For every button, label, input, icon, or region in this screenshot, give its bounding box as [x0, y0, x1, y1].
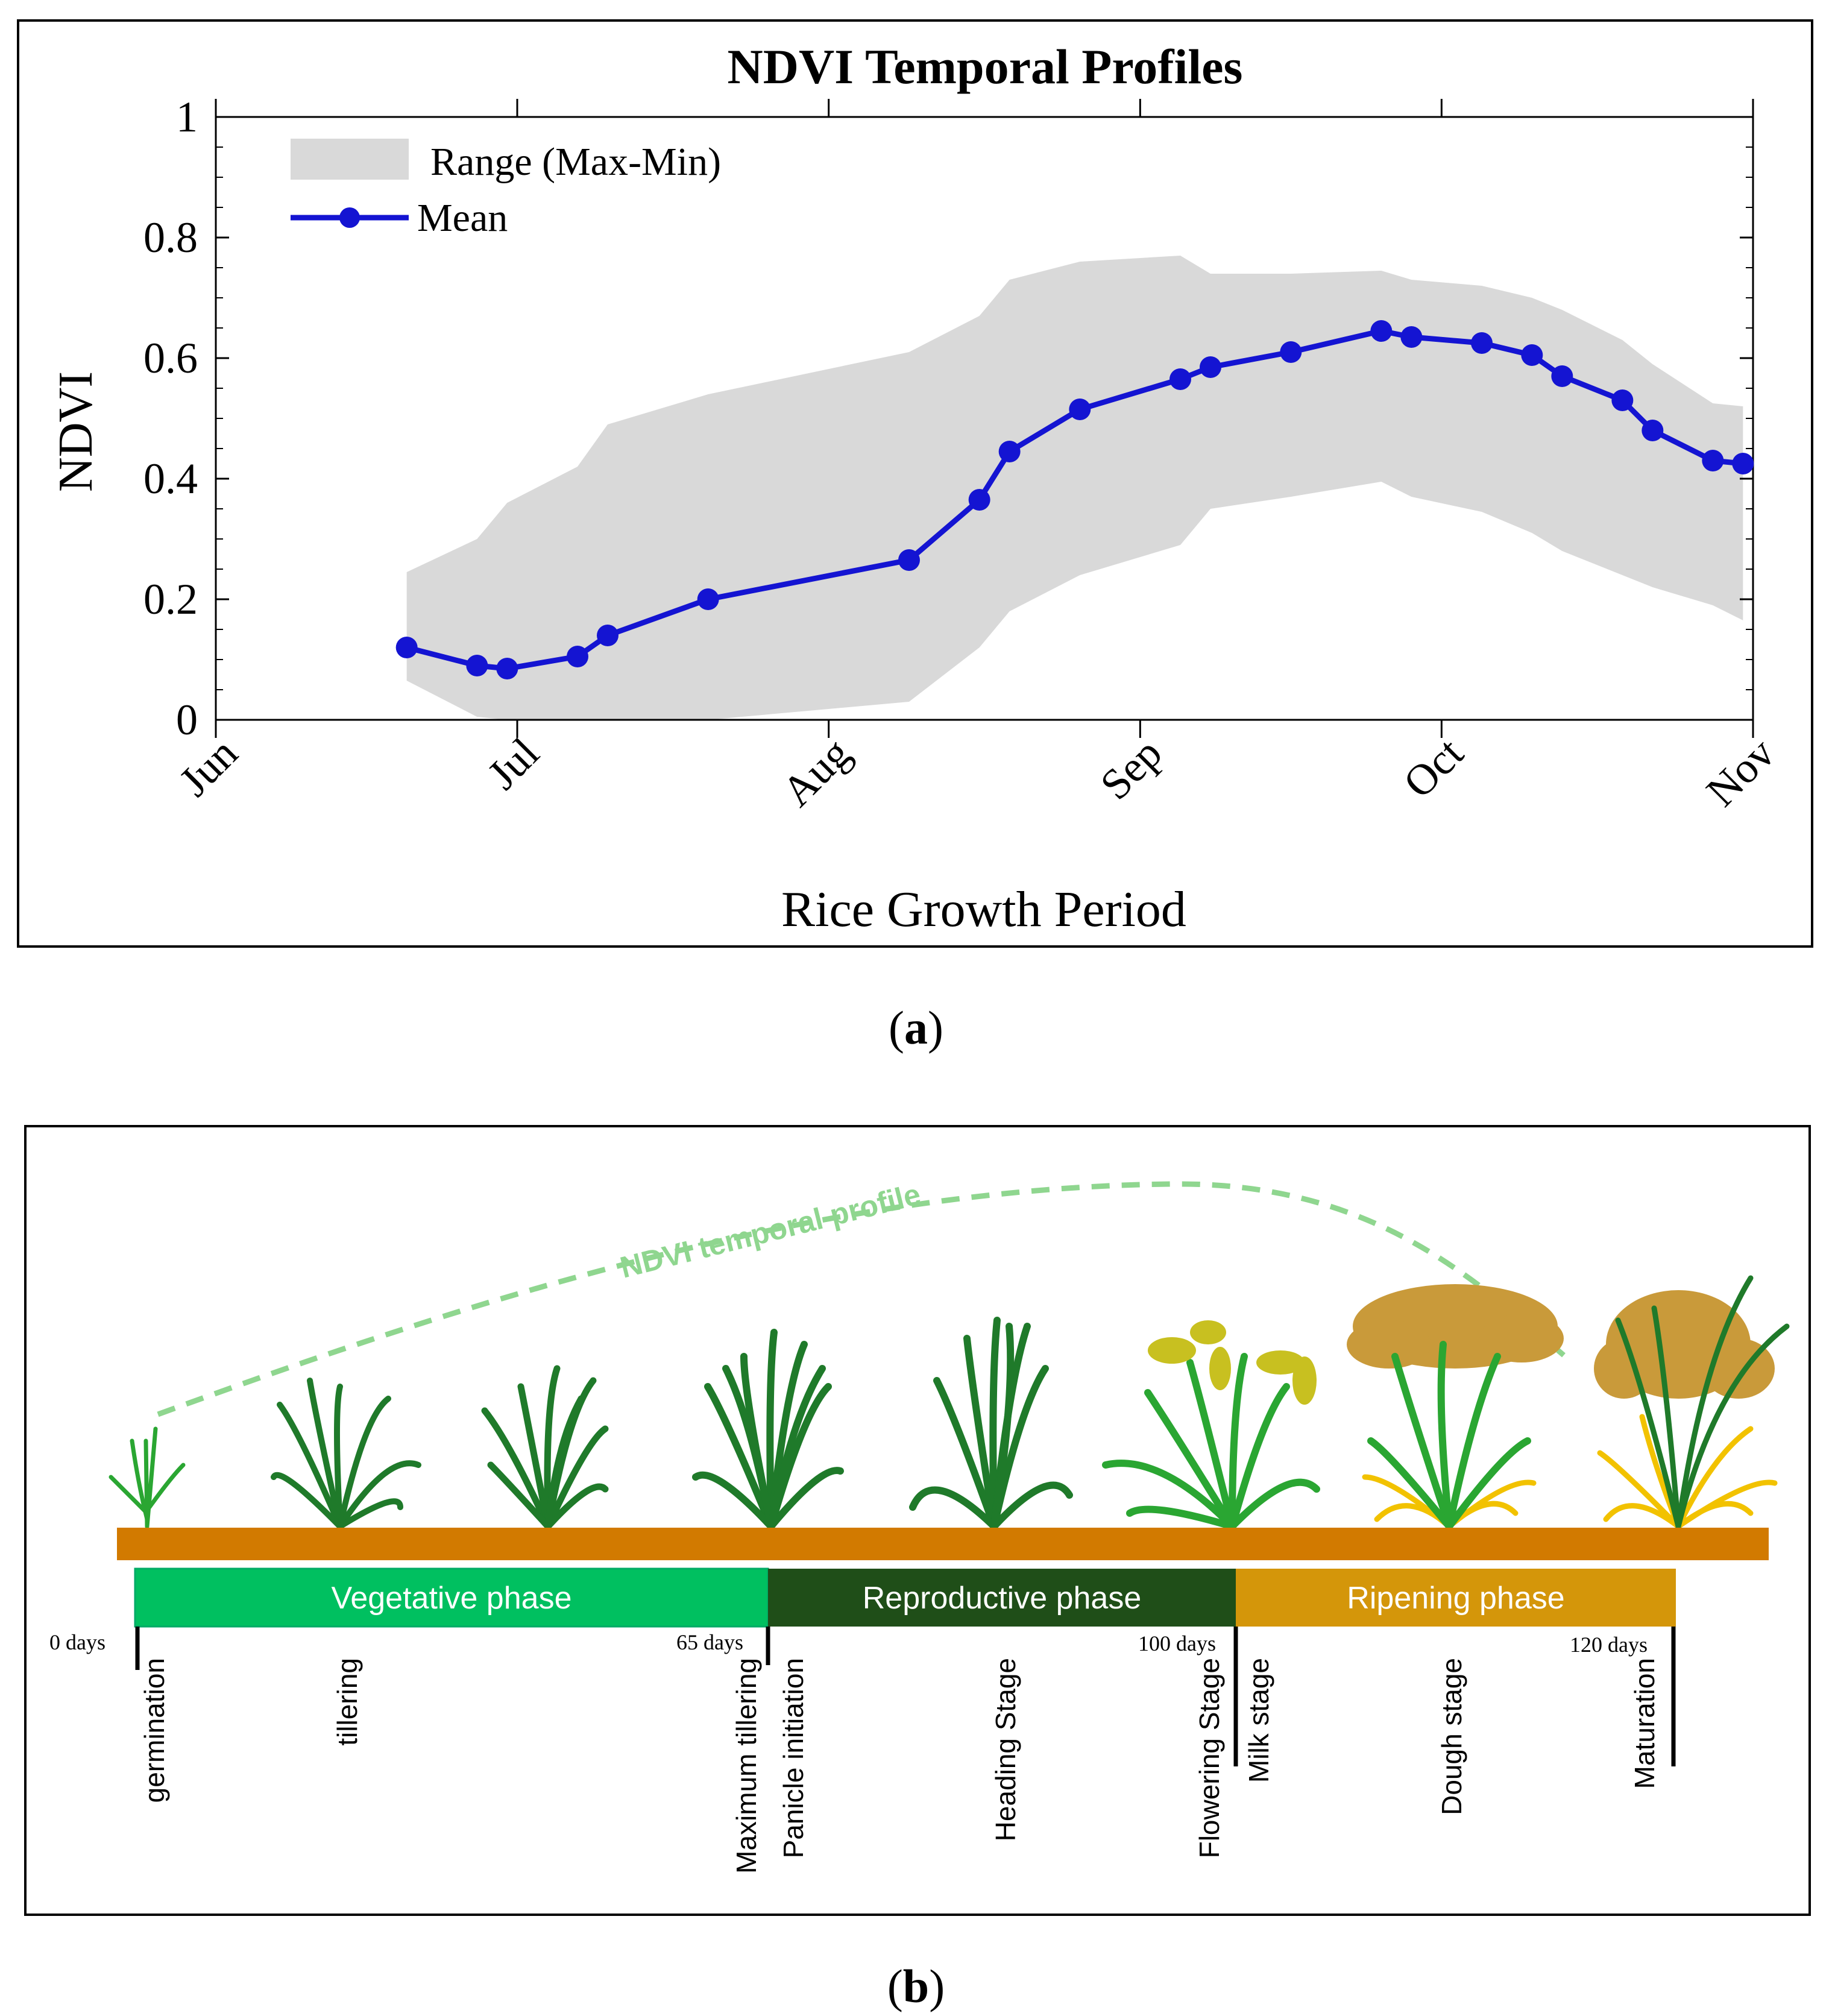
- legend-mean-marker: [339, 207, 360, 228]
- caption-a: (a): [889, 1001, 943, 1054]
- plant-germination: [109, 1426, 186, 1529]
- stage-maturation: Maturation: [1629, 1658, 1660, 1789]
- mean-point: [1069, 398, 1091, 420]
- mean-point: [567, 646, 588, 667]
- mean-point: [1200, 356, 1221, 378]
- plant-dough: [1347, 1284, 1564, 1530]
- ndvi-profile-curve: [157, 1181, 1566, 1417]
- ripening-phase-bar: [1236, 1569, 1676, 1627]
- caption-b-letter: b: [902, 1960, 930, 2012]
- day-mark-65: 65 days: [676, 1630, 743, 1654]
- plant-maturation: [1594, 1275, 1790, 1529]
- x-tick-label: Nov: [1697, 729, 1784, 816]
- chart-panel-a: NDVI Temporal Profiles 0 0.2 0.4 0.6 0.8 1 Ju…: [17, 19, 1813, 948]
- x-axis-label: Rice Growth Period: [781, 881, 1186, 937]
- ndvi-profile-label: NDVI temporal profile: [617, 1177, 924, 1285]
- y-tick-label: 0.2: [143, 575, 198, 623]
- stage-maximum-tillering: Maximum tillering: [731, 1658, 762, 1874]
- mean-point: [1471, 332, 1493, 354]
- mean-point: [998, 441, 1021, 462]
- growth-stages-panel: NDVI temporal profile: [24, 1125, 1811, 1916]
- stage-dough: Dough stage: [1436, 1658, 1467, 1815]
- y-tick-label: 0.8: [143, 213, 198, 262]
- y-tick-label: 0: [176, 696, 198, 744]
- legend-range-swatch: [291, 139, 409, 180]
- plant-tillering: [271, 1378, 421, 1529]
- legend-mean-label: Mean: [417, 196, 508, 240]
- y-tick-label: 0.4: [143, 455, 198, 503]
- mean-point: [1611, 389, 1634, 411]
- stage-ticks: [135, 1627, 1676, 1766]
- plant-heading: [909, 1317, 1073, 1530]
- stage-tillering: tillering: [332, 1658, 363, 1746]
- mean-point: [898, 549, 920, 571]
- mean-point: [1521, 344, 1543, 366]
- day-mark-100: 100 days: [1138, 1631, 1216, 1655]
- mean-point: [697, 588, 719, 610]
- y-tick-label: 1: [176, 93, 198, 141]
- reproductive-phase-label: Reproductive phase: [863, 1581, 1142, 1616]
- soil-bar: [117, 1528, 1769, 1560]
- y-axis: 0 0.2 0.4 0.6 0.8 1: [143, 93, 1753, 744]
- ndvi-chart: NDVI Temporal Profiles 0 0.2 0.4 0.6 0.8 1 Ju…: [49, 39, 1784, 937]
- day-mark-0: 0 days: [49, 1630, 105, 1654]
- legend-range-label: Range (Max-Min): [430, 140, 721, 184]
- plant-maximum-tillering: [692, 1329, 844, 1530]
- legend: Range (Max-Min) Mean: [291, 139, 721, 240]
- stage-germination: germination: [139, 1658, 170, 1803]
- ripening-phase-label: Ripening phase: [1347, 1581, 1564, 1616]
- mean-line: [406, 328, 1743, 672]
- mean-point: [1280, 341, 1302, 363]
- mean-point: [1702, 450, 1724, 471]
- vegetative-phase-label: Vegetative phase: [332, 1581, 572, 1616]
- x-tick-label: Sep: [1091, 729, 1171, 809]
- mean-point: [968, 489, 990, 511]
- stage-flowering: Flowering Stage: [1194, 1658, 1225, 1858]
- mean-points: [395, 320, 1754, 679]
- reproductive-phase-bar: [768, 1569, 1236, 1627]
- mean-point: [466, 655, 488, 676]
- y-axis-label: NDVI: [49, 371, 102, 492]
- growth-stages-diagram: NDVI temporal profile: [49, 1177, 1790, 1874]
- y-tick-label: 0.6: [143, 334, 198, 382]
- x-tick-label: Aug: [773, 729, 860, 816]
- stage-panicle-initiation: Panicle initiation: [778, 1658, 809, 1858]
- mean-point: [1169, 368, 1191, 390]
- stage-heading: Heading Stage: [990, 1658, 1021, 1841]
- mean-point: [395, 637, 418, 658]
- caption-b: (b): [887, 1960, 945, 2012]
- day-mark-120: 120 days: [1570, 1633, 1648, 1657]
- plant-flowering: [1102, 1320, 1320, 1530]
- range-area: [406, 256, 1743, 720]
- mean-point: [1551, 365, 1573, 387]
- x-tick-label: Jul: [478, 729, 548, 799]
- mean-point: [1400, 326, 1423, 348]
- stage-milk: Milk stage: [1243, 1658, 1274, 1783]
- mean-point: [1370, 320, 1393, 342]
- plant-tillering-2: [481, 1365, 609, 1530]
- mean-point: [1642, 420, 1664, 441]
- mean-point: [496, 658, 518, 679]
- x-tick-label: Oct: [1394, 729, 1473, 807]
- caption-a-letter: a: [904, 1001, 928, 1054]
- mean-point: [597, 625, 619, 646]
- mean-point: [1732, 453, 1754, 474]
- chart-title: NDVI Temporal Profiles: [728, 39, 1243, 94]
